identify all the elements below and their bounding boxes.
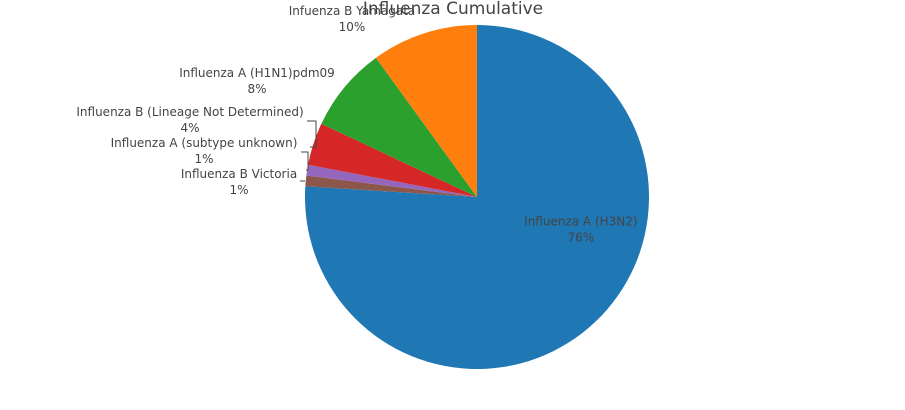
slice-percent-label: 76%	[568, 231, 595, 245]
slice-label: Influenza B Victoria	[181, 167, 297, 181]
pie-slice[interactable]	[306, 164, 477, 197]
slice-label: Influenza A (H3N2)	[524, 215, 637, 229]
slice-labels: Influenza A (H3N2) 76% Influenza B Victori…	[76, 4, 637, 245]
slice-percent-label: 1%	[194, 152, 213, 166]
pie-slice[interactable]	[375, 25, 477, 197]
slice-percent-label: 8%	[247, 82, 266, 96]
slice-label: Influenza B (Lineage Not Determined)	[76, 105, 303, 119]
slice-label: Influenza A (subtype unknown)	[111, 136, 298, 150]
label-connector-line	[307, 120, 317, 148]
slice-label: Infuenza B Yamagata	[289, 4, 416, 18]
slice-label: Influenza A (H1N1)pdm09	[179, 66, 335, 80]
chart-title: Influenza Cumulative	[363, 0, 543, 19]
pie-slice[interactable]	[321, 57, 477, 197]
label-connector-line	[301, 151, 309, 171]
label-connectors	[300, 120, 317, 182]
pie-slice[interactable]	[308, 123, 477, 197]
pie-slices	[305, 25, 649, 369]
slice-percent-label: 4%	[180, 121, 199, 135]
pie-slice[interactable]	[305, 175, 477, 197]
slice-percent-label: 10%	[339, 20, 366, 34]
slice-percent-label: 1%	[229, 183, 248, 197]
